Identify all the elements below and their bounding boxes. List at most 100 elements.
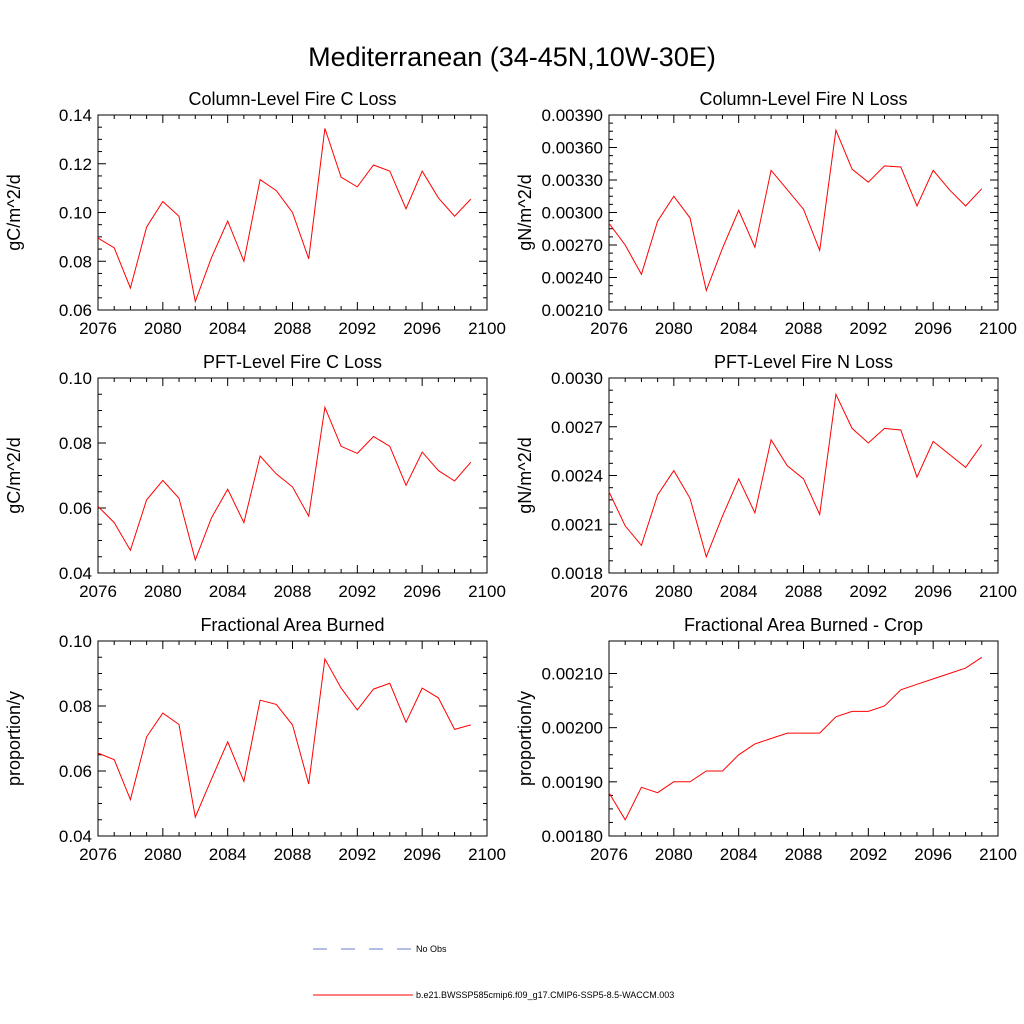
y-axis-label: gN/m^2/d bbox=[515, 174, 535, 250]
y-axis-label: gC/m^2/d bbox=[4, 174, 24, 250]
y-tick-label: 0.00300 bbox=[542, 204, 603, 223]
series-line bbox=[608, 392, 983, 559]
x-tick-label: 2076 bbox=[79, 845, 117, 864]
panel-title: Column-Level Fire N Loss bbox=[699, 89, 907, 109]
x-tick-label: 2084 bbox=[720, 319, 758, 338]
x-tick-label: 2080 bbox=[144, 582, 182, 601]
x-tick-label: 2088 bbox=[274, 845, 312, 864]
x-tick-label: 2080 bbox=[655, 582, 693, 601]
panel-title: PFT-Level Fire C Loss bbox=[203, 352, 382, 372]
y-tick-label: 0.0018 bbox=[551, 564, 603, 583]
x-tick-label: 2076 bbox=[590, 319, 628, 338]
series-line bbox=[97, 128, 472, 304]
chart-panel-5: 2076 2080 2084 2088 2092 2096 2100 0.04 0.06 0.08… bbox=[4, 615, 506, 864]
panel-title: PFT-Level Fire N Loss bbox=[714, 352, 893, 372]
y-tick-label: 0.10 bbox=[59, 632, 92, 651]
y-tick-label: 0.0021 bbox=[551, 515, 603, 534]
x-tick-label: 2076 bbox=[590, 582, 628, 601]
chart-panel-4: 2076 2080 2084 2088 2092 2096 2100 0.0018 0.0021… bbox=[515, 352, 1017, 601]
y-tick-label: 0.10 bbox=[59, 369, 92, 388]
x-tick-label: 2080 bbox=[655, 845, 693, 864]
panel-title: Fractional Area Burned bbox=[200, 615, 384, 635]
figure-title: Mediterranean (34-45N,10W-30E) bbox=[308, 42, 716, 72]
x-tick-label: 2096 bbox=[914, 319, 952, 338]
x-tick-label: 2092 bbox=[849, 582, 887, 601]
x-tick-label: 2096 bbox=[914, 582, 952, 601]
plot-frame bbox=[97, 640, 488, 837]
y-tick-label: 0.0024 bbox=[551, 467, 603, 486]
panel-title: Column-Level Fire C Loss bbox=[188, 89, 396, 109]
panel-title: Fractional Area Burned - Crop bbox=[684, 615, 923, 635]
y-tick-label: 0.00240 bbox=[542, 269, 603, 288]
y-axis-label: gC/m^2/d bbox=[4, 437, 24, 513]
y-tick-label: 0.0030 bbox=[551, 369, 603, 388]
x-tick-label: 2096 bbox=[403, 845, 441, 864]
y-tick-label: 0.14 bbox=[59, 106, 92, 125]
x-tick-label: 2100 bbox=[468, 845, 506, 864]
x-tick-label: 2096 bbox=[403, 319, 441, 338]
y-tick-label: 0.08 bbox=[59, 434, 92, 453]
y-tick-label: 0.06 bbox=[59, 762, 92, 781]
x-tick-label: 2100 bbox=[468, 582, 506, 601]
y-tick-label: 0.00360 bbox=[542, 139, 603, 158]
x-tick-label: 2080 bbox=[144, 319, 182, 338]
series-line bbox=[97, 405, 472, 562]
legend: No Obs b.e21.BWSSP585cmip6.f09_g17.CMIP6… bbox=[313, 944, 674, 1000]
x-tick-label: 2100 bbox=[979, 845, 1017, 864]
panels: 2076 2080 2084 2088 2092 2096 2100 0.06 0.08 0.10… bbox=[4, 89, 1017, 864]
chart-panel-2: 2076 2080 2084 2088 2092 2096 2100 0.00210 0.002… bbox=[515, 89, 1017, 338]
x-tick-label: 2100 bbox=[979, 319, 1017, 338]
x-tick-label: 2088 bbox=[274, 319, 312, 338]
series-line bbox=[608, 656, 983, 821]
y-tick-label: 0.00210 bbox=[542, 301, 603, 320]
x-tick-label: 2096 bbox=[914, 845, 952, 864]
y-tick-label: 0.00210 bbox=[542, 665, 603, 684]
y-axis-label: proportion/y bbox=[515, 691, 535, 786]
series-line bbox=[97, 657, 471, 819]
legend-model-label: b.e21.BWSSP585cmip6.f09_g17.CMIP6-SSP5-8… bbox=[416, 990, 674, 1000]
x-tick-label: 2100 bbox=[468, 319, 506, 338]
series-line bbox=[608, 128, 983, 293]
plot-frame bbox=[97, 377, 488, 574]
x-tick-label: 2088 bbox=[785, 845, 823, 864]
plot-frame bbox=[608, 114, 999, 311]
plot-frame bbox=[608, 640, 999, 837]
x-tick-label: 2076 bbox=[590, 845, 628, 864]
y-tick-label: 0.06 bbox=[59, 499, 92, 518]
x-tick-label: 2092 bbox=[338, 582, 376, 601]
y-tick-label: 0.00330 bbox=[542, 171, 603, 190]
x-tick-label: 2076 bbox=[79, 319, 117, 338]
x-tick-label: 2080 bbox=[655, 319, 693, 338]
y-axis-label: gN/m^2/d bbox=[515, 437, 535, 513]
y-tick-label: 0.0027 bbox=[551, 418, 603, 437]
y-tick-label: 0.12 bbox=[59, 155, 92, 174]
x-tick-label: 2092 bbox=[338, 319, 376, 338]
x-tick-label: 2088 bbox=[785, 582, 823, 601]
x-tick-label: 2084 bbox=[720, 582, 758, 601]
y-tick-label: 0.00270 bbox=[542, 236, 603, 255]
x-tick-label: 2092 bbox=[849, 319, 887, 338]
legend-obs-label: No Obs bbox=[416, 944, 447, 954]
y-tick-label: 0.10 bbox=[59, 204, 92, 223]
y-tick-label: 0.06 bbox=[59, 301, 92, 320]
y-axis-label: proportion/y bbox=[4, 691, 24, 786]
x-tick-label: 2084 bbox=[209, 319, 247, 338]
chart-panel-3: 2076 2080 2084 2088 2092 2096 2100 0.04 0.06 0.08… bbox=[4, 352, 506, 601]
y-tick-label: 0.00190 bbox=[542, 773, 603, 792]
chart-panel-1: 2076 2080 2084 2088 2092 2096 2100 0.06 0.08 0.10… bbox=[4, 89, 506, 338]
y-tick-label: 0.04 bbox=[59, 564, 92, 583]
x-tick-label: 2076 bbox=[79, 582, 117, 601]
x-tick-label: 2084 bbox=[209, 582, 247, 601]
x-tick-label: 2092 bbox=[849, 845, 887, 864]
y-tick-label: 0.00200 bbox=[542, 719, 603, 738]
x-tick-label: 2100 bbox=[979, 582, 1017, 601]
y-tick-label: 0.04 bbox=[59, 827, 92, 846]
x-tick-label: 2088 bbox=[274, 582, 312, 601]
plot-frame bbox=[608, 377, 999, 574]
y-tick-label: 0.08 bbox=[59, 697, 92, 716]
x-tick-label: 2092 bbox=[338, 845, 376, 864]
y-tick-label: 0.00390 bbox=[542, 106, 603, 125]
y-tick-label: 0.00180 bbox=[542, 827, 603, 846]
y-tick-label: 0.08 bbox=[59, 252, 92, 271]
